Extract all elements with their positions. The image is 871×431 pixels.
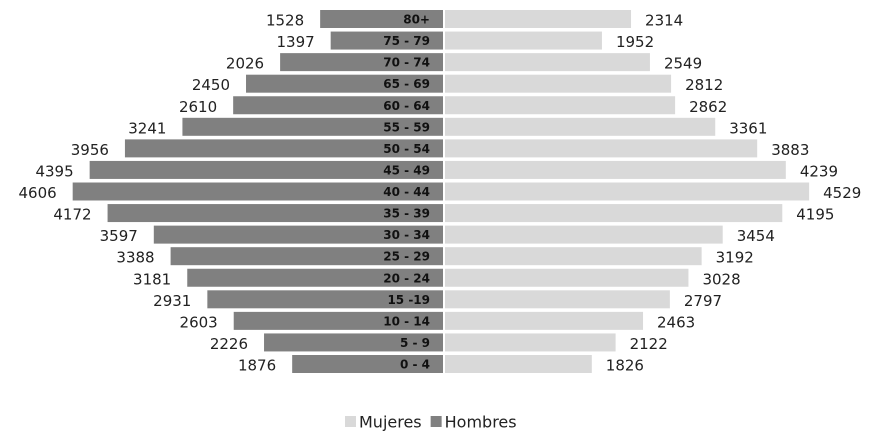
bar [445,31,602,50]
category-label: 20 - 24 [383,271,430,285]
bar [124,139,444,158]
bar [445,247,702,266]
bar [445,204,783,223]
bar [445,311,644,330]
category-label: 80+ [403,13,430,27]
bar [445,355,592,373]
value-label: 4395 [35,162,73,180]
legend-swatch [345,416,356,427]
value-label: 4195 [796,206,834,224]
value-label: 2610 [179,98,217,116]
bar [330,31,443,50]
bar [207,290,443,309]
value-label: 3181 [133,270,171,288]
value-label: 2026 [226,55,264,73]
value-label: 1528 [266,12,304,30]
category-label: 0 - 4 [400,358,430,372]
category-label: 15 -19 [387,293,430,307]
value-label: 2450 [192,76,230,94]
value-label: 2862 [689,98,727,116]
bar [170,247,443,266]
bar [445,53,650,72]
value-label: 2122 [630,335,668,353]
bar [233,311,443,330]
value-label: 3241 [128,119,166,137]
legend-swatch [430,416,442,427]
category-label: 60 - 64 [383,99,430,113]
bar [445,225,723,244]
value-label: 3028 [702,270,740,288]
category-label: 70 - 74 [383,56,430,70]
category-label: 10 - 14 [383,314,430,328]
value-label: 1397 [276,33,314,51]
category-label: 55 - 59 [383,120,430,134]
bar [320,10,443,28]
bar [107,204,443,223]
bar [246,74,443,93]
value-label: 1876 [238,357,276,375]
category-label: 50 - 54 [383,142,430,156]
value-label: 3597 [100,227,138,245]
legend-label: Hombres [445,413,517,431]
category-label: 25 - 29 [383,250,430,264]
value-label: 1826 [606,357,644,375]
bar [264,333,443,352]
category-label: 65 - 69 [383,77,430,91]
value-label: 3192 [716,249,754,267]
category-label: 35 - 39 [383,207,430,221]
bar [445,268,689,287]
value-label: 4239 [800,162,838,180]
value-label: 4172 [53,206,91,224]
bar [445,117,716,136]
bar [445,139,758,158]
value-label: 3361 [729,119,767,137]
value-label: 1952 [616,33,654,51]
bar [445,333,616,352]
category-label: 75 - 79 [383,34,430,48]
bar [445,10,632,28]
bar [153,225,443,244]
value-label: 2603 [180,313,218,331]
category-label: 5 - 9 [400,336,430,350]
legend-label: Mujeres [359,413,422,431]
bar [72,182,443,201]
value-label: 4529 [823,184,861,202]
bar [292,355,443,373]
bar [182,117,444,136]
bar [233,96,443,115]
value-label: 2226 [210,335,248,353]
bar [280,53,443,72]
category-label: 40 - 44 [383,185,430,199]
value-label: 2549 [664,55,702,73]
value-label: 2463 [657,313,695,331]
bar [187,268,443,287]
category-label: 45 - 49 [383,163,430,177]
bar [445,182,810,201]
bar [445,74,672,93]
bar [89,160,443,179]
value-label: 2812 [685,76,723,94]
value-label: 2931 [153,292,191,310]
value-label: 2797 [684,292,722,310]
bar [445,160,786,179]
value-label: 3956 [71,141,109,159]
bar [445,290,670,309]
category-label: 30 - 34 [383,228,430,242]
value-label: 2314 [645,12,683,30]
value-label: 4606 [18,184,56,202]
value-label: 3454 [737,227,775,245]
bar [445,96,676,115]
value-label: 3883 [771,141,809,159]
value-label: 3388 [116,249,154,267]
